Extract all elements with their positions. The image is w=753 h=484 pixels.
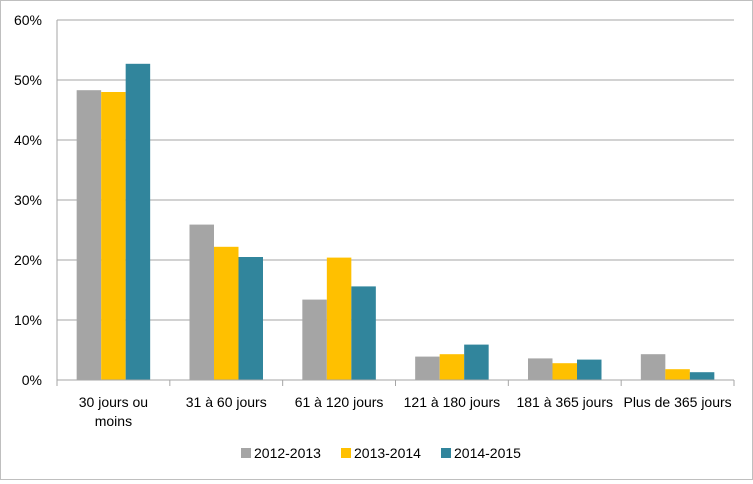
y-tick-label: 0% <box>22 372 42 388</box>
bar-2013-2014-cat5 <box>665 369 690 380</box>
x-category-label: 30 jours ou moins <box>79 394 148 429</box>
bar-2013-2014-cat2 <box>326 257 352 380</box>
y-tick-label: 60% <box>14 12 42 28</box>
bar-2012-2013-cat4 <box>528 358 553 380</box>
bar-2012-2013-cat0 <box>76 90 102 380</box>
bar-2014-2015-cat0 <box>125 63 151 381</box>
x-category-label: Plus de 365 jours <box>623 394 731 410</box>
legend-swatch-2013-2014 <box>341 448 351 458</box>
bar-2014-2015-cat4 <box>577 359 602 380</box>
y-tick-label: 10% <box>14 312 42 328</box>
legend-swatch-2012-2013 <box>241 448 251 458</box>
legend-swatch-2014-2015 <box>441 448 451 458</box>
bar-2013-2014-cat4 <box>552 363 577 380</box>
bar-2012-2013-cat2 <box>302 299 327 380</box>
bar-2012-2013-cat1 <box>189 224 214 380</box>
x-category-label: 121 à 180 jours <box>404 394 501 410</box>
y-axis-tick-labels: 0% 10% 20% 30% 40% 50% 60% <box>14 12 42 388</box>
bars <box>76 63 715 381</box>
bar-2014-2015-cat5 <box>689 372 715 380</box>
x-axis <box>56 20 735 386</box>
x-axis-category-labels: 30 jours ou moins 31 à 60 jours 61 à 120 jo… <box>79 394 732 429</box>
bar-2013-2014-cat1 <box>214 246 239 380</box>
bar-2013-2014-cat3 <box>439 354 465 380</box>
bar-2014-2015-cat1 <box>238 257 263 380</box>
legend-label: 2012-2013 <box>254 445 321 461</box>
bar-2014-2015-cat3 <box>464 344 489 380</box>
y-tick-label: 50% <box>14 72 42 88</box>
bar-2012-2013-cat5 <box>640 354 666 380</box>
y-tick-label: 30% <box>14 192 42 208</box>
x-category-label: 181 à 365 jours <box>516 394 613 410</box>
legend-label: 2013-2014 <box>354 445 421 461</box>
bar-2012-2013-cat3 <box>415 356 440 380</box>
x-category-label: 31 à 60 jours <box>186 394 267 410</box>
bar-2014-2015-cat2 <box>351 286 376 380</box>
x-category-label: 61 à 120 jours <box>295 394 384 410</box>
bar-2013-2014-cat0 <box>101 92 126 380</box>
y-tick-label: 40% <box>14 132 42 148</box>
gridlines <box>57 19 734 321</box>
legend-label: 2014-2015 <box>454 445 521 461</box>
legend: 2012-2013 2013-2014 2014-2015 <box>241 445 521 461</box>
y-tick-label: 20% <box>14 252 42 268</box>
